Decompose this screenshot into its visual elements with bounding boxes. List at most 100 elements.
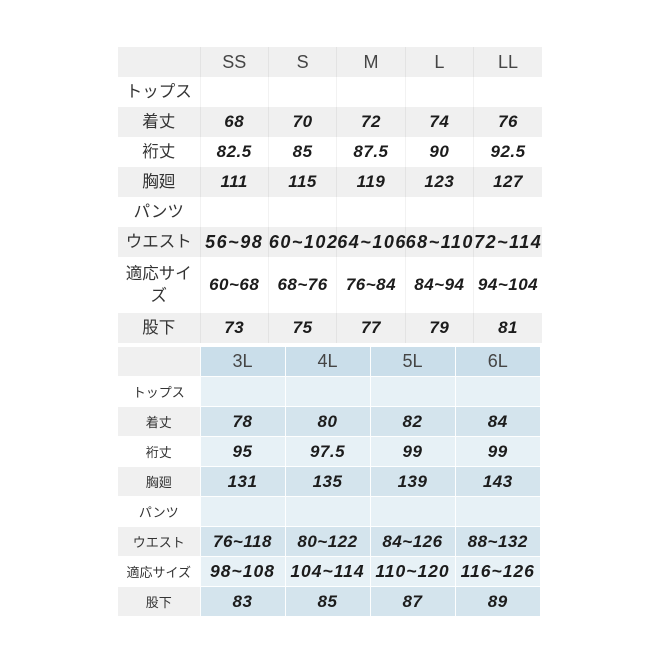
row-label-fit-size: 適応サイズ: [118, 556, 201, 587]
table-row-waist: ウエスト 76~118 80~122 84~126 88~132: [118, 526, 540, 557]
cell-text: 84~126: [382, 531, 443, 551]
corner-cell: [118, 47, 201, 77]
cell: 94~104: [473, 257, 542, 313]
cell: [200, 496, 286, 527]
cell-text: 94~104: [477, 275, 539, 294]
cell-text: 131: [227, 471, 258, 491]
row-label-tops: トップス: [118, 77, 201, 107]
cell: 104~114: [285, 556, 371, 587]
cell: 87.5: [336, 137, 406, 167]
cell-text: 111: [220, 172, 248, 191]
cell: 92.5: [473, 137, 542, 167]
cell: [200, 376, 286, 407]
cell: 115: [268, 167, 338, 197]
cell: 111: [200, 167, 269, 197]
table-row-body-length: 着丈 68 70 72 74 76: [118, 107, 542, 137]
cell-text: 143: [482, 471, 513, 491]
cell: 70: [268, 107, 338, 137]
cell: 80~122: [285, 526, 371, 557]
cell-text: 84: [487, 411, 508, 431]
cell-text: 84~94: [414, 275, 465, 294]
cell: 123: [405, 167, 475, 197]
table-row-chest: 胸廻 111 115 119 123 127: [118, 167, 542, 197]
table-row-body-length: 着丈 78 80 82 84: [118, 406, 540, 437]
cell-text: 104~114: [290, 561, 365, 581]
row-label-sleeve-length: 裄丈: [118, 137, 201, 167]
row-label-pants: パンツ: [118, 197, 201, 227]
col-header-m: M: [336, 47, 406, 77]
cell: 81: [473, 313, 542, 343]
cell-text: 85: [317, 591, 338, 611]
cell: 78: [200, 406, 286, 437]
cell: 84~94: [405, 257, 475, 313]
table-row-pants: パンツ: [118, 197, 542, 227]
table-row-tops: トップス: [118, 376, 540, 407]
cell: 119: [336, 167, 406, 197]
cell-text: 68: [224, 112, 245, 131]
cell-text: 135: [312, 471, 343, 491]
cell: 72~114: [473, 227, 543, 257]
cell: 99: [370, 436, 456, 467]
cell-text: 78: [232, 411, 253, 431]
cell-text: 76~84: [345, 275, 397, 294]
cell: 143: [455, 466, 540, 497]
row-label-tops: トップス: [118, 376, 201, 407]
cell-text: 75: [292, 318, 313, 337]
cell-text: 88~132: [467, 531, 528, 551]
col-header-5l: 5L: [370, 346, 456, 377]
col-header-4l: 4L: [285, 346, 371, 377]
cell: 139: [370, 466, 456, 497]
cell-text: 83: [232, 591, 253, 611]
cell: [455, 496, 540, 527]
table-row-fit-size: 適応サイズ 98~108 104~114 110~120 116~126: [118, 556, 540, 587]
cell: [336, 197, 406, 227]
row-label-fit-size: 適応サイズ: [118, 257, 201, 313]
table-row-chest: 胸廻 131 135 139 143: [118, 466, 540, 497]
cell-text: 99: [487, 441, 508, 461]
cell: 79: [405, 313, 475, 343]
cell: 60~102: [268, 227, 339, 257]
cell: [370, 496, 456, 527]
col-header-ll: LL: [473, 47, 542, 77]
col-header-l: L: [405, 47, 475, 77]
cell-text: 72~114: [474, 231, 543, 252]
cell: [473, 77, 542, 107]
row-label-pants: パンツ: [118, 496, 201, 527]
row-label-chest: 胸廻: [118, 167, 201, 197]
cell-text: 81: [498, 318, 518, 337]
cell: [268, 77, 338, 107]
row-label-waist: ウエスト: [118, 227, 201, 257]
cell: 68: [200, 107, 269, 137]
row-label-sleeve-length: 裄丈: [118, 436, 201, 467]
cell: 84~126: [370, 526, 456, 557]
cell: 82.5: [200, 137, 269, 167]
cell: 76~118: [200, 526, 286, 557]
table-row-inseam: 股下 73 75 77 79 81: [118, 313, 542, 343]
col-header-6l: 6L: [455, 346, 540, 377]
cell: 85: [285, 586, 371, 616]
cell: [455, 376, 540, 407]
cell: 68~76: [268, 257, 338, 313]
cell-text: 60~68: [209, 275, 260, 294]
cell-text: 64~106: [337, 231, 407, 252]
cell-text: 80~122: [297, 531, 358, 551]
cell: 72: [336, 107, 406, 137]
cell-text: 60~102: [268, 231, 339, 252]
cell: [336, 77, 406, 107]
table-row-waist: ウエスト 56~98 60~102 64~106 68~110 72~114: [118, 227, 542, 257]
cell: 110~120: [370, 556, 456, 587]
cell-text: 92.5: [490, 142, 526, 161]
header-row: SS S M L LL: [118, 47, 542, 77]
cell-text: 123: [424, 172, 455, 191]
table-row-tops: トップス: [118, 77, 542, 107]
cell-text: 79: [429, 318, 450, 337]
cell-text: 76: [498, 112, 518, 131]
cell-text: 119: [356, 172, 386, 191]
cell: 76: [473, 107, 542, 137]
cell: 95: [200, 436, 286, 467]
cell: 89: [455, 586, 540, 616]
row-label-inseam: 股下: [118, 313, 201, 343]
cell: 80: [285, 406, 371, 437]
cell-text: 90: [429, 142, 450, 161]
cell: 56~98: [200, 227, 269, 257]
